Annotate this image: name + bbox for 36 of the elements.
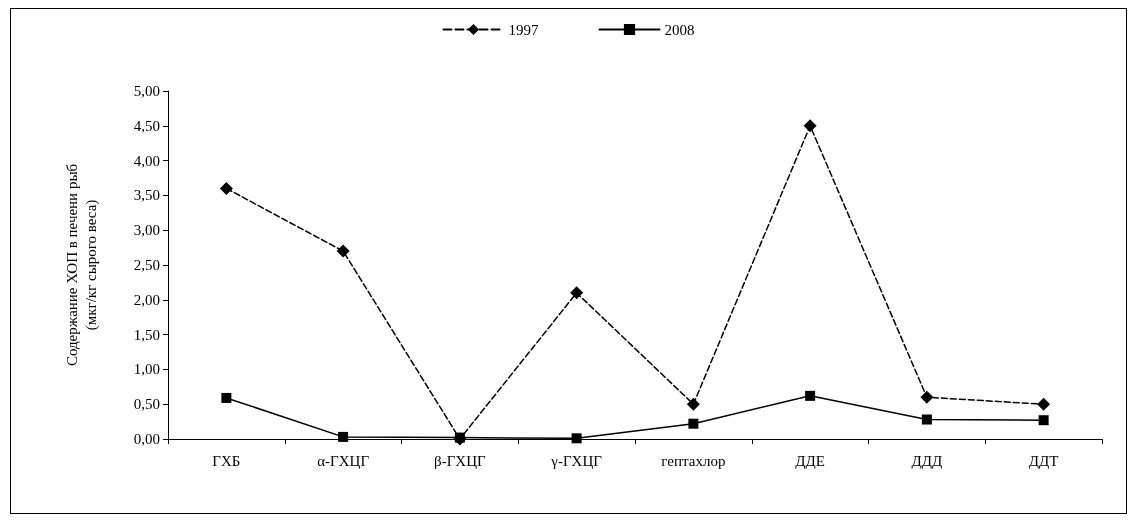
y-tick-label: 5,00 [133, 83, 160, 99]
x-tick-label: гептахлор [661, 452, 726, 469]
point [570, 286, 584, 300]
x-tick-label: ДДТ [1028, 452, 1059, 469]
x-tick-label: α-ГХЦГ [317, 452, 370, 469]
y-axis-title: Содержание ХОП в печени рыб (мкг/кг сырого веса) [63, 163, 100, 367]
x-tick-label: γ-ГХЦГ [550, 452, 603, 469]
point [338, 431, 349, 442]
point [803, 119, 817, 133]
y-tick-label: 0,50 [133, 396, 160, 413]
point [686, 397, 700, 411]
x-tick-label: ДДЕ [795, 452, 825, 469]
y-tick-label: 1,50 [133, 326, 160, 343]
y-tick-label: 3,00 [133, 222, 160, 239]
legend-label: 2008 [664, 21, 695, 38]
point [336, 244, 350, 258]
point [805, 390, 816, 401]
y-tick-label: 4,50 [133, 117, 160, 134]
x-tick-label: ДДД [911, 452, 943, 469]
point [920, 390, 934, 404]
point [571, 433, 582, 444]
y-tick-label: 0,00 [133, 431, 160, 447]
point [1038, 415, 1049, 426]
point [219, 181, 233, 195]
y-tick-label: 3,50 [133, 187, 160, 204]
legend-label: 1997 [508, 21, 539, 38]
y-tick-label: 2,00 [133, 291, 160, 308]
point [921, 414, 932, 425]
y-tick-label: 2,50 [133, 257, 160, 273]
point [1037, 397, 1051, 411]
point [221, 392, 232, 403]
y-tick-label: 1,00 [133, 361, 160, 378]
y-tick-label: 4,00 [133, 152, 160, 169]
x-tick-label: ГХБ [212, 452, 241, 469]
point [688, 418, 699, 429]
x-tick-label: β-ГХЦГ [434, 452, 487, 469]
